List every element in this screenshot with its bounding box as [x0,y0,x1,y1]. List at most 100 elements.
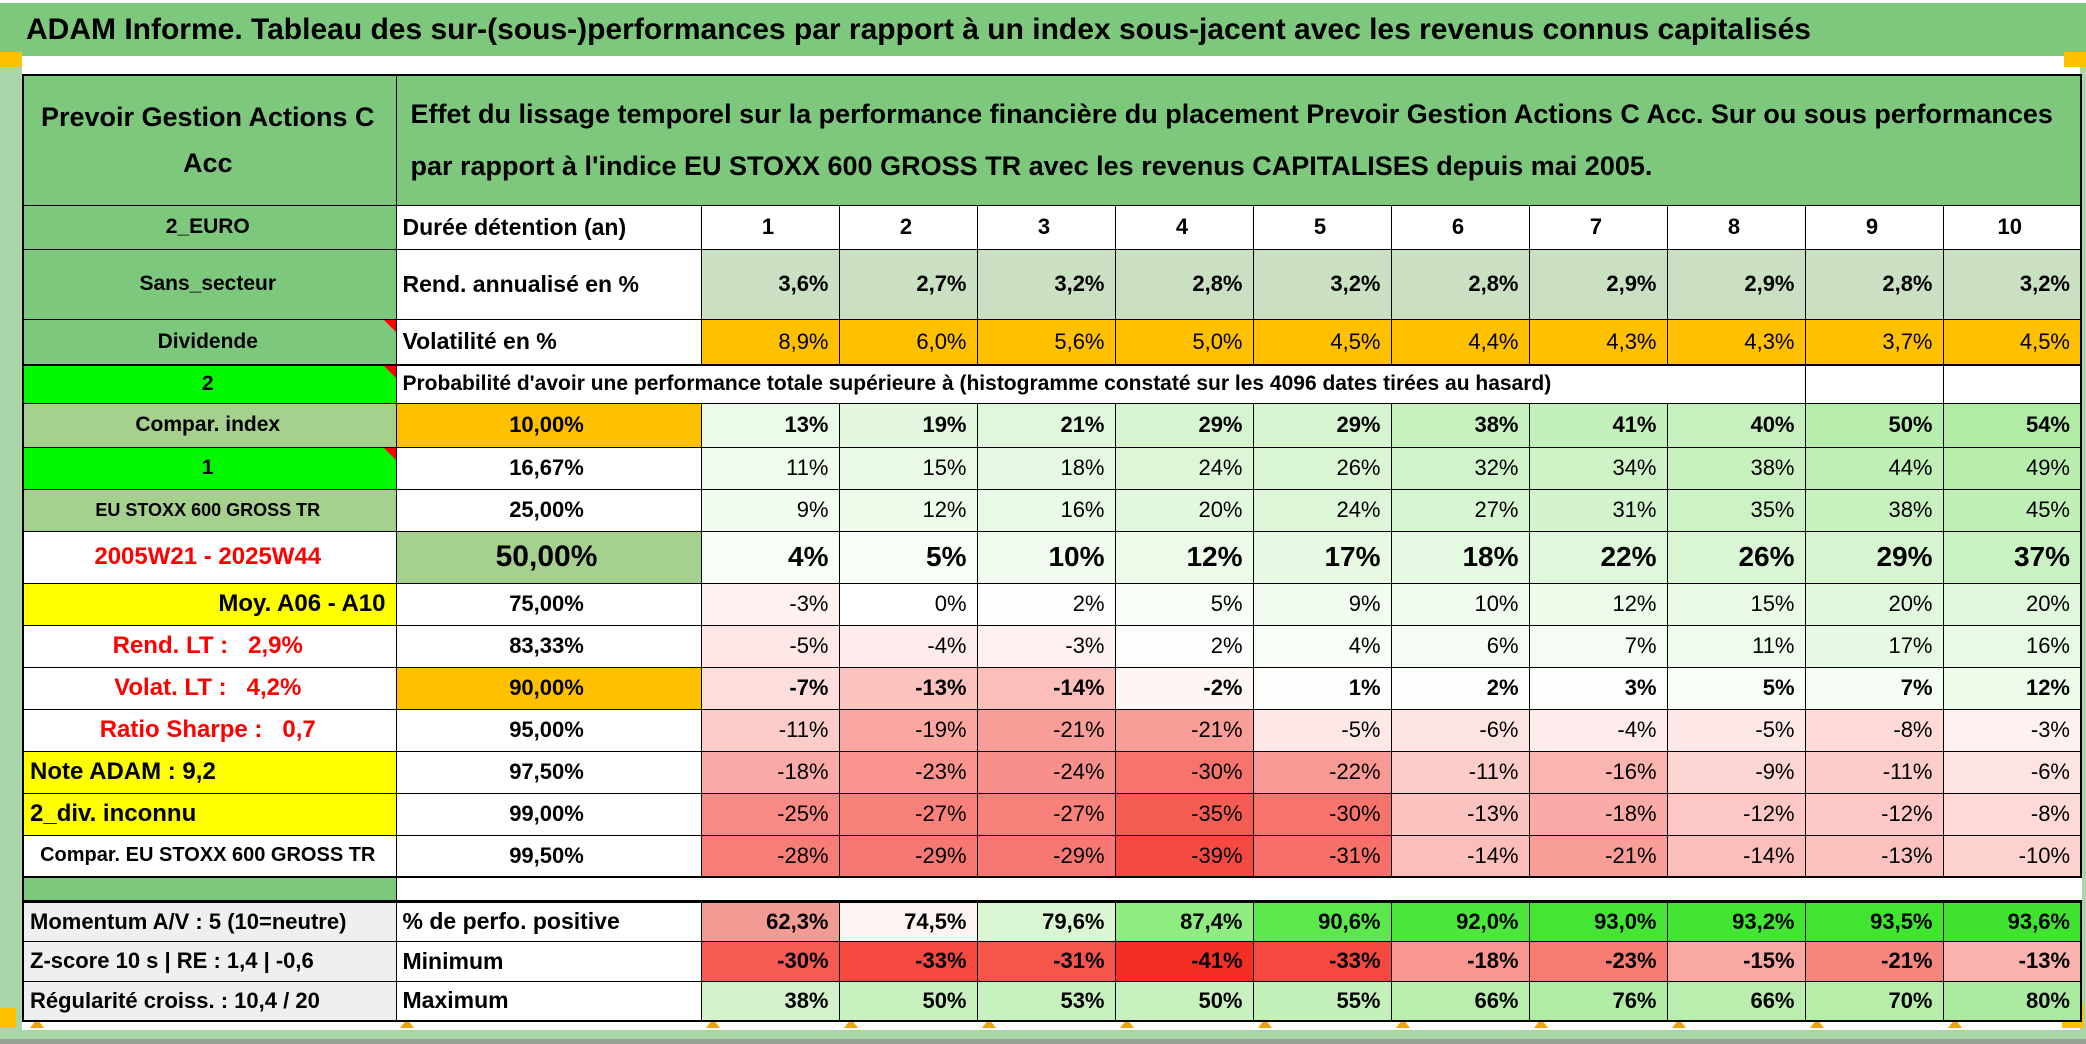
row-label-cell[interactable]: Volat. LT : 4,2% [22,666,397,710]
data-cell[interactable]: 3,2% [1252,248,1392,320]
row-label-cell[interactable]: Dividende [22,318,397,366]
data-cell[interactable]: -33% [838,940,978,982]
data-cell[interactable]: 38% [700,980,840,1022]
data-cell[interactable]: 6% [1390,624,1530,668]
data-cell[interactable]: -13% [838,666,978,710]
data-cell[interactable]: 4% [700,530,840,584]
data-cell[interactable]: 2,8% [1804,248,1944,320]
data-cell[interactable]: 92,0% [1390,899,1530,942]
row-label-cell[interactable]: 2_EURO [22,204,397,250]
percentile-cell[interactable]: 50,00% [395,530,702,584]
data-cell[interactable]: -18% [1390,940,1530,982]
data-cell[interactable]: 74,5% [838,899,978,942]
data-cell[interactable]: -6% [1390,708,1530,752]
empty-cell[interactable] [1804,364,1944,404]
row-label-cell[interactable]: 2005W21 - 2025W44 [22,530,397,584]
row-metric-cell[interactable]: Minimum [395,940,702,982]
data-cell[interactable]: -13% [1804,834,1944,878]
data-cell[interactable]: -21% [1804,940,1944,982]
row-metric-cell[interactable]: Maximum [395,980,702,1022]
data-cell[interactable]: 49% [1942,446,2082,490]
data-cell[interactable]: -29% [838,834,978,878]
data-cell[interactable]: -5% [700,624,840,668]
row-label-cell[interactable]: Compar. index [22,402,397,448]
data-cell[interactable]: 2,9% [1528,248,1668,320]
data-cell[interactable]: 5% [1666,666,1806,710]
data-cell[interactable]: 66% [1666,980,1806,1022]
data-cell[interactable]: 2% [1114,624,1254,668]
percentile-cell[interactable]: 25,00% [395,488,702,532]
percentile-cell[interactable]: 16,67% [395,446,702,490]
data-cell[interactable]: -4% [838,624,978,668]
row-metric-cell[interactable]: % de perfo. positive [395,899,702,942]
data-cell[interactable]: -2% [1114,666,1254,710]
data-cell[interactable]: 45% [1942,488,2082,532]
data-cell[interactable]: 1% [1252,666,1392,710]
data-cell[interactable]: -3% [700,582,840,626]
data-cell[interactable]: 93,2% [1666,899,1806,942]
data-cell[interactable]: 31% [1528,488,1668,532]
data-cell[interactable]: 38% [1666,446,1806,490]
data-cell[interactable]: 12% [838,488,978,532]
data-cell[interactable]: -31% [976,940,1116,982]
percentile-cell[interactable]: 99,50% [395,834,702,878]
data-cell[interactable]: -11% [1390,750,1530,794]
data-cell[interactable]: -11% [1804,750,1944,794]
fund-name-cell[interactable]: Prevoir Gestion Actions C Acc [22,74,397,206]
data-cell[interactable]: -21% [976,708,1116,752]
data-cell[interactable]: 3,2% [1942,248,2082,320]
data-cell[interactable]: -41% [1114,940,1254,982]
data-cell[interactable]: 38% [1804,488,1944,532]
data-cell[interactable]: 62,3% [700,899,840,942]
data-cell[interactable]: -33% [1252,940,1392,982]
data-cell[interactable]: -23% [1528,940,1668,982]
data-cell[interactable]: 10% [1390,582,1530,626]
data-cell[interactable]: 9% [700,488,840,532]
data-cell[interactable]: 10 [1942,204,2082,250]
data-cell[interactable]: 18% [976,446,1116,490]
data-cell[interactable]: 4,5% [1252,318,1392,366]
data-cell[interactable]: 7% [1528,624,1668,668]
data-cell[interactable]: 26% [1666,530,1806,584]
data-cell[interactable]: -7% [700,666,840,710]
data-cell[interactable]: 7% [1804,666,1944,710]
data-cell[interactable]: -3% [1942,708,2082,752]
data-cell[interactable]: 5% [838,530,978,584]
row-label-cell[interactable]: Compar. EU STOXX 600 GROSS TR [22,834,397,878]
data-cell[interactable]: 37% [1942,530,2082,584]
data-cell[interactable]: 35% [1666,488,1806,532]
data-cell[interactable]: -8% [1804,708,1944,752]
row-label-cell[interactable]: 1 [22,446,397,490]
row-label-cell[interactable]: Sans_secteur [22,248,397,320]
data-cell[interactable]: -12% [1804,792,1944,836]
data-cell[interactable]: 16% [1942,624,2082,668]
data-cell[interactable]: 29% [1804,530,1944,584]
percentile-cell[interactable]: 99,00% [395,792,702,836]
data-cell[interactable]: 3,7% [1804,318,1944,366]
data-cell[interactable]: 15% [838,446,978,490]
data-cell[interactable]: 34% [1528,446,1668,490]
percentile-cell[interactable]: 10,00% [395,402,702,448]
percentile-cell[interactable]: 90,00% [395,666,702,710]
data-cell[interactable]: -21% [1114,708,1254,752]
data-cell[interactable]: 50% [1804,402,1944,448]
data-cell[interactable]: 0% [838,582,978,626]
row-label-cell[interactable]: Z-score 10 s | RE : 1,4 | -0,6 [22,940,397,982]
data-cell[interactable]: 66% [1390,980,1530,1022]
data-cell[interactable]: 93,6% [1942,899,2082,942]
data-cell[interactable]: 41% [1528,402,1668,448]
data-cell[interactable]: -27% [976,792,1116,836]
row-label-cell[interactable]: Rend. LT : 2,9% [22,624,397,668]
data-cell[interactable]: -14% [1390,834,1530,878]
data-cell[interactable]: 3,6% [700,248,840,320]
data-cell[interactable]: 12% [1114,530,1254,584]
data-cell[interactable]: 18% [1390,530,1530,584]
data-cell[interactable]: 3% [1528,666,1668,710]
empty-cell[interactable] [1942,364,2082,404]
percentile-cell[interactable]: 83,33% [395,624,702,668]
data-cell[interactable]: 11% [700,446,840,490]
probability-header-cell[interactable]: Probabilité d'avoir une performance tota… [395,364,1806,404]
data-cell[interactable]: 4% [1252,624,1392,668]
row-metric-cell[interactable]: Rend. annualisé en % [395,248,702,320]
data-cell[interactable]: 38% [1390,402,1530,448]
